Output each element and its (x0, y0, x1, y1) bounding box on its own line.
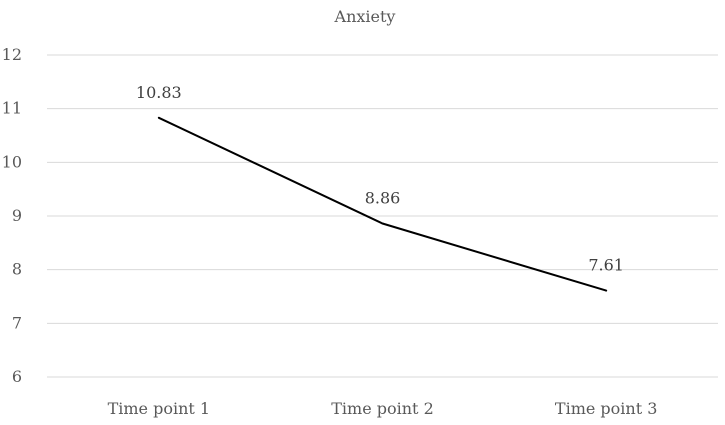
y-tick-label: 11 (2, 99, 22, 118)
x-tick-label: Time point 1 (108, 399, 211, 418)
data-point (381, 222, 384, 225)
data-label: 7.61 (588, 256, 624, 275)
chart-title: Anxiety (334, 7, 396, 26)
y-axis-tick-labels: 6 7 8 9 10 11 12 (2, 45, 22, 386)
y-tick-label: 12 (2, 45, 22, 64)
data-labels: 10.83 8.86 7.61 (136, 83, 624, 275)
y-tick-label: 10 (2, 152, 22, 171)
y-tick-label: 8 (12, 260, 22, 279)
y-tick-label: 7 (12, 313, 22, 332)
y-tick-label: 6 (12, 367, 22, 386)
data-label: 8.86 (365, 189, 401, 208)
x-tick-label: Time point 2 (331, 399, 434, 418)
gridlines (47, 54, 718, 378)
data-point (605, 289, 608, 292)
data-label: 10.83 (136, 83, 182, 102)
x-tick-label: Time point 3 (555, 399, 658, 418)
series-layer (157, 116, 608, 292)
y-tick-label: 9 (12, 206, 22, 225)
x-axis-tick-labels: Time point 1 Time point 2 Time point 3 (108, 399, 658, 418)
data-point (157, 116, 160, 119)
